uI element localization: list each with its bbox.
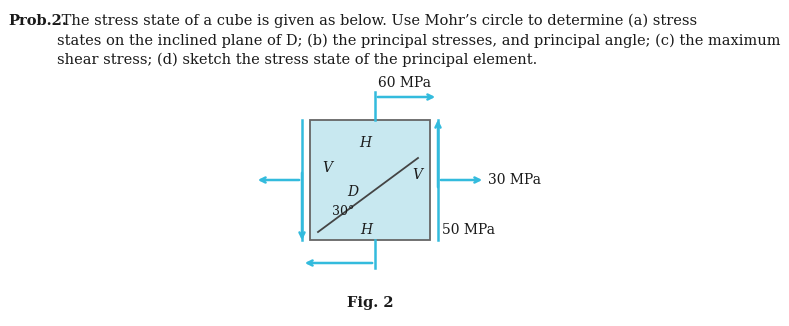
Text: Prob.2.: Prob.2. — [8, 14, 67, 28]
Text: 30°: 30° — [332, 205, 354, 218]
Text: D: D — [347, 185, 358, 199]
Text: 60 MPa: 60 MPa — [378, 76, 431, 90]
Text: V: V — [412, 168, 422, 182]
Text: The stress state of a cube is given as below. Use Mohr’s circle to determine (a): The stress state of a cube is given as b… — [57, 14, 780, 67]
Text: H: H — [359, 136, 371, 150]
Text: H: H — [360, 223, 372, 237]
Text: Fig. 2: Fig. 2 — [346, 296, 393, 310]
Text: 50 MPa: 50 MPa — [442, 223, 495, 237]
Text: 30 MPa: 30 MPa — [488, 173, 541, 187]
Text: V: V — [322, 161, 332, 175]
Bar — [310, 120, 430, 240]
